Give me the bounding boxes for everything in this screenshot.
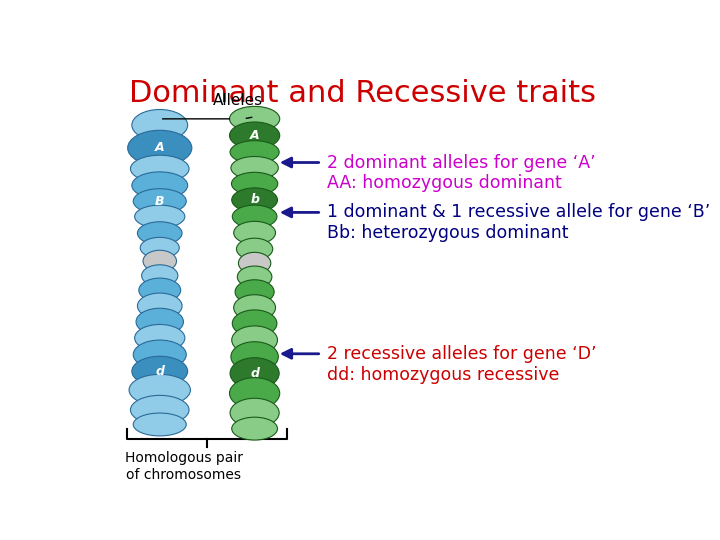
- Ellipse shape: [138, 222, 182, 245]
- Text: b: b: [250, 193, 259, 206]
- Ellipse shape: [230, 399, 279, 427]
- Ellipse shape: [230, 357, 279, 389]
- Text: d: d: [250, 367, 259, 380]
- Ellipse shape: [130, 155, 189, 183]
- Ellipse shape: [233, 310, 277, 337]
- Ellipse shape: [135, 325, 185, 352]
- Ellipse shape: [143, 250, 176, 272]
- Ellipse shape: [231, 342, 279, 372]
- Ellipse shape: [232, 326, 277, 354]
- Text: Homologous pair
of chromosomes: Homologous pair of chromosomes: [125, 451, 243, 482]
- Ellipse shape: [232, 417, 277, 440]
- Ellipse shape: [230, 106, 280, 131]
- Text: 2 recessive alleles for gene ‘D’: 2 recessive alleles for gene ‘D’: [327, 345, 597, 363]
- Text: A: A: [250, 129, 259, 142]
- Ellipse shape: [133, 340, 186, 369]
- Ellipse shape: [138, 293, 182, 319]
- Text: AA: homozygous dominant: AA: homozygous dominant: [327, 174, 562, 192]
- Ellipse shape: [132, 172, 188, 199]
- Text: Bb: heterozygous dominant: Bb: heterozygous dominant: [327, 224, 569, 242]
- Ellipse shape: [142, 265, 178, 286]
- Text: Dominant and Recessive traits: Dominant and Recessive traits: [129, 79, 596, 109]
- Ellipse shape: [230, 377, 280, 409]
- Ellipse shape: [232, 188, 277, 212]
- Ellipse shape: [136, 308, 184, 335]
- Text: Alleles: Alleles: [213, 93, 263, 109]
- Ellipse shape: [236, 238, 273, 260]
- Ellipse shape: [234, 295, 276, 321]
- Ellipse shape: [139, 278, 181, 302]
- Ellipse shape: [133, 188, 186, 214]
- Ellipse shape: [231, 157, 279, 179]
- Text: B: B: [155, 195, 164, 208]
- Text: d: d: [156, 364, 164, 378]
- Ellipse shape: [234, 221, 276, 244]
- Ellipse shape: [132, 356, 188, 386]
- Text: dd: homozygous recessive: dd: homozygous recessive: [327, 366, 559, 383]
- Ellipse shape: [233, 205, 277, 228]
- Ellipse shape: [130, 395, 189, 424]
- Ellipse shape: [238, 266, 272, 288]
- Ellipse shape: [129, 374, 191, 406]
- Text: 2 dominant alleles for gene ‘A’: 2 dominant alleles for gene ‘A’: [327, 153, 595, 172]
- Ellipse shape: [231, 172, 278, 195]
- Ellipse shape: [230, 141, 279, 164]
- Ellipse shape: [135, 205, 185, 228]
- Ellipse shape: [230, 122, 280, 149]
- Ellipse shape: [235, 280, 274, 304]
- Ellipse shape: [127, 130, 192, 166]
- Text: A: A: [155, 141, 165, 154]
- Text: 1 dominant & 1 recessive allele for gene ‘B’: 1 dominant & 1 recessive allele for gene…: [327, 204, 711, 221]
- Ellipse shape: [133, 413, 186, 436]
- Ellipse shape: [238, 252, 271, 274]
- Ellipse shape: [140, 238, 179, 258]
- Ellipse shape: [132, 110, 188, 141]
